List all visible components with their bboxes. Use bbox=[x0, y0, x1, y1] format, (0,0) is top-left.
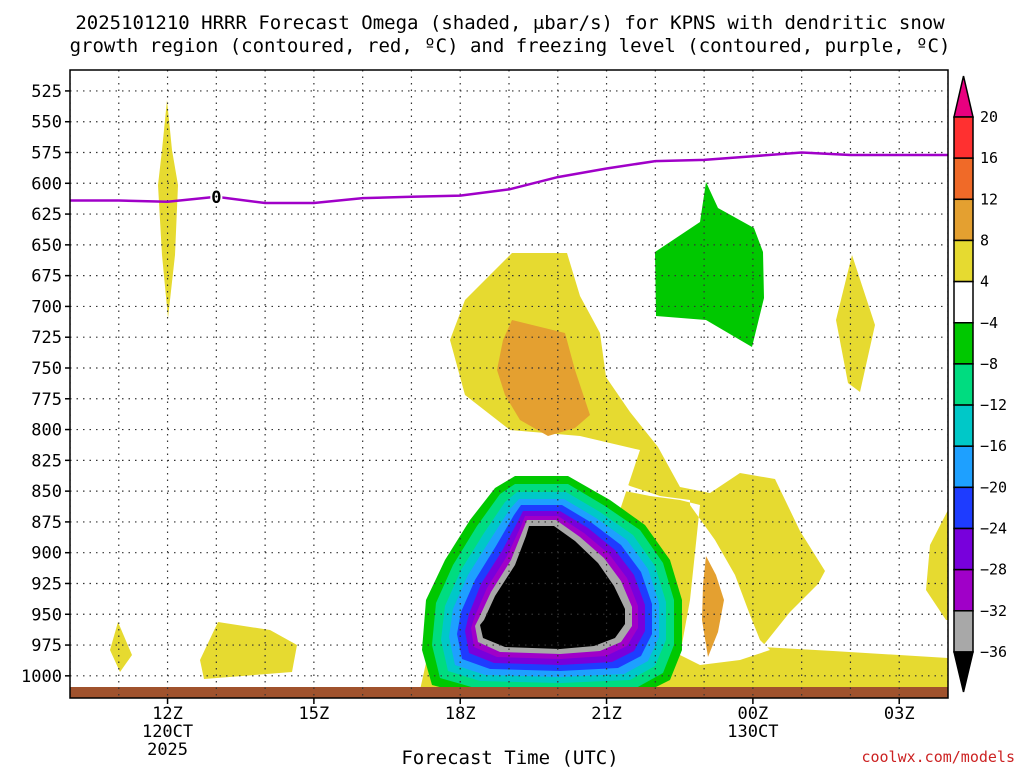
x-tick-label-18-0: 18Z bbox=[445, 704, 476, 724]
x-tick-label-15-0: 15Z bbox=[299, 704, 330, 724]
colorbar-bottom-arrow bbox=[953, 651, 974, 693]
colorbar-swatch-7 bbox=[953, 363, 974, 406]
y-tick-label-750: 750 bbox=[31, 359, 62, 379]
y-tick-label-700: 700 bbox=[31, 297, 62, 317]
colorbar-swatch-1 bbox=[953, 116, 974, 159]
plot-area bbox=[70, 70, 948, 698]
x-tick-label-12-0: 12Z bbox=[152, 704, 183, 724]
omega-yellow-13z-lowlevel bbox=[200, 622, 297, 679]
y-tick-label-950: 950 bbox=[31, 605, 62, 625]
colorbar-swatch-4 bbox=[953, 239, 974, 283]
freezing-level-line bbox=[70, 151, 948, 205]
colorbar-label-4: 4 bbox=[980, 273, 989, 291]
y-tick-label-675: 675 bbox=[31, 267, 62, 287]
y-tick-label-600: 600 bbox=[31, 174, 62, 194]
y-tick-label-775: 775 bbox=[31, 390, 62, 410]
plot-frame bbox=[69, 69, 949, 699]
omega-orange-23z bbox=[702, 556, 724, 657]
y-tick-label-975: 975 bbox=[31, 636, 62, 656]
colorbar-label-0: 20 bbox=[980, 108, 998, 126]
colorbar-label-9: −20 bbox=[980, 478, 1007, 496]
freezing-level-label-text: 0 bbox=[211, 188, 221, 208]
colorbar-label-3: 8 bbox=[980, 231, 989, 249]
x-tick-label-21-0: 21Z bbox=[591, 704, 622, 724]
x-tick-label-12-1: 120CT bbox=[142, 722, 193, 742]
chart-title-line2: growth region (contoured, red, ºC) and f… bbox=[70, 35, 951, 57]
colorbar-label-7: −12 bbox=[980, 396, 1007, 414]
ground-strip bbox=[70, 687, 948, 698]
colorbar-label-11: −28 bbox=[980, 561, 1007, 579]
gridlines bbox=[70, 70, 948, 698]
y-tick-label-525: 525 bbox=[31, 82, 62, 102]
omega-rising-cell bbox=[422, 476, 682, 697]
credit-text: coolwx.com/models bbox=[861, 748, 1015, 766]
y-tick-label-925: 925 bbox=[31, 574, 62, 594]
colorbar: 20 16 12 8 4 −4 −8 −12 −16 −20 −24 −28 −32 −36 bbox=[953, 75, 1007, 693]
colorbar-swatch-2 bbox=[953, 157, 974, 201]
y-tick-label-1000: 1000 bbox=[21, 667, 62, 687]
y-tick-label-725: 725 bbox=[31, 328, 62, 348]
y-tick-label-875: 875 bbox=[31, 513, 62, 533]
colorbar-swatch-13 bbox=[953, 610, 974, 653]
x-tick-label-24-0: 00Z bbox=[738, 704, 769, 724]
freezing-level-label: 0 bbox=[210, 188, 223, 208]
colorbar-label-8: −16 bbox=[980, 437, 1007, 455]
colorbar-label-12: −32 bbox=[980, 602, 1007, 620]
y-tick-label-625: 625 bbox=[31, 205, 62, 225]
colorbar-label-5: −4 bbox=[980, 314, 998, 332]
y-tick-label-650: 650 bbox=[31, 236, 62, 256]
colorbar-label-2: 12 bbox=[980, 190, 998, 208]
y-tick-label-800: 800 bbox=[31, 421, 62, 441]
colorbar-swatch-5 bbox=[953, 280, 974, 324]
omega-yellow-2z bbox=[836, 255, 875, 392]
chart-title-line1: 2025101210 HRRR Forecast Omega (shaded, … bbox=[75, 12, 945, 34]
x-tick-label-24-1: 130CT bbox=[727, 722, 778, 742]
colorbar-swatch-8 bbox=[953, 404, 974, 447]
colorbar-label-6: −8 bbox=[980, 355, 998, 373]
x-tick-label-27-0: 03Z bbox=[884, 704, 915, 724]
colorbar-label-1: 16 bbox=[980, 149, 998, 167]
x-tick-label-12-2: 2025 bbox=[147, 740, 188, 760]
y-tick-label-850: 850 bbox=[31, 482, 62, 502]
y-axis: 525 550 575 600 625 650 675 700 725 750 775 800 825 8… bbox=[21, 82, 70, 687]
y-tick-label-825: 825 bbox=[31, 451, 62, 471]
colorbar-label-10: −24 bbox=[980, 520, 1007, 538]
colorbar-swatch-11 bbox=[953, 527, 974, 571]
omega-yellow-11z-lowlevel bbox=[110, 622, 132, 672]
omega-yellow-12z-spike bbox=[158, 100, 178, 318]
colorbar-swatch-10 bbox=[953, 486, 974, 530]
omega-core-minus36 bbox=[480, 526, 625, 649]
colorbar-top-arrow bbox=[953, 75, 974, 118]
colorbar-label-13: −36 bbox=[980, 643, 1007, 661]
y-tick-label-550: 550 bbox=[31, 113, 62, 133]
colorbar-swatch-6 bbox=[953, 322, 974, 365]
omega-orange-mid bbox=[497, 320, 590, 436]
y-tick-label-575: 575 bbox=[31, 144, 62, 164]
omega-yellow-3z-edge bbox=[926, 510, 948, 620]
omega-green-upper bbox=[655, 182, 764, 347]
colorbar-swatch-9 bbox=[953, 445, 974, 489]
colorbar-swatch-3 bbox=[953, 198, 974, 242]
colorbar-swatch-12 bbox=[953, 568, 974, 612]
y-tick-label-900: 900 bbox=[31, 544, 62, 564]
x-axis-label: Forecast Time (UTC) bbox=[401, 747, 618, 768]
